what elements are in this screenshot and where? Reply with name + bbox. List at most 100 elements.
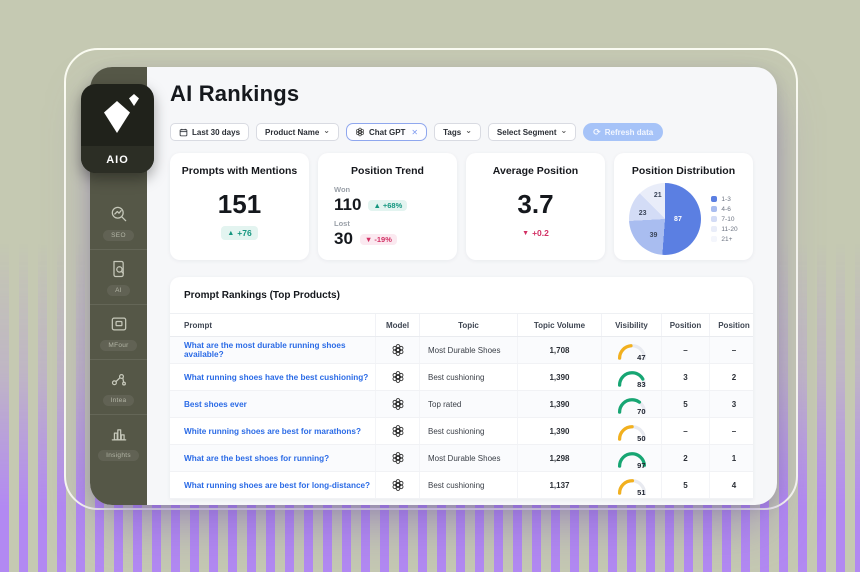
column-header-visibility[interactable]: Visibility (602, 314, 662, 336)
topic-volume-cell: 1,708 (518, 337, 602, 363)
close-icon[interactable]: ✕ (411, 127, 419, 137)
position-cell-2: – (731, 345, 737, 355)
pie-slice-label: 23 (638, 210, 647, 218)
table-row[interactable]: What are the best shoes for running? Mos… (170, 445, 753, 472)
product-name-filter[interactable]: Product Name ⌄ (256, 123, 339, 141)
prompt-link[interactable]: What are the most durable running shoes … (170, 337, 376, 363)
model-cell (376, 391, 420, 417)
table-row[interactable]: Best shoes ever Top rated 1,390 70 5 3 (170, 391, 753, 418)
app-logo[interactable]: AIO (81, 84, 154, 173)
model-cell (376, 364, 420, 390)
column-header-position[interactable]: Position (662, 314, 710, 336)
column-header-model[interactable]: Model (376, 314, 420, 336)
segment-filter[interactable]: Select Segment ⌄ (487, 123, 577, 141)
position-cell-2: 1 (731, 453, 737, 463)
table-row[interactable]: What running shoes are best for long-dis… (170, 472, 753, 499)
prompt-link[interactable]: White running shoes are best for maratho… (170, 418, 376, 444)
visibility-cell: 97 (602, 445, 662, 471)
topic-volume-cell: 1,298 (518, 445, 602, 471)
position-cell-2: 4 (731, 480, 737, 490)
legend-item: 4-6 (711, 206, 737, 213)
openai-icon (391, 451, 405, 465)
up-arrow-icon: ▲ (227, 229, 235, 237)
prompt-rankings-card: Prompt Rankings (Top Products) Prompt Mo… (170, 277, 753, 499)
chevron-down-icon: ⌄ (323, 125, 330, 135)
topic-cell: Best cushioning (420, 472, 518, 498)
refresh-icon: ⟳ (593, 126, 601, 137)
down-arrow-icon: ▼ (522, 229, 530, 237)
visibility-gauge (617, 424, 646, 441)
table-title: Prompt Rankings (Top Products) (184, 290, 340, 301)
won-delta-badge: ▲ +68% (368, 199, 408, 211)
diamond-logo-icon (81, 84, 154, 146)
visibility-gauge (617, 343, 646, 360)
visibility-cell: 51 (602, 472, 662, 498)
visibility-cell: 83 (602, 364, 662, 390)
topic-cell: Most Durable Shoes (420, 445, 518, 471)
product-name-label: Product Name (265, 127, 320, 137)
position-distribution-pie: 87 39 23 21 (629, 183, 702, 255)
visibility-gauge (617, 451, 646, 468)
refresh-data-button[interactable]: ⟳ Refresh data (583, 123, 664, 141)
prompt-link[interactable]: Best shoes ever (170, 391, 376, 417)
sidebar-item-label: Intea (102, 395, 135, 406)
topic-volume-cell: 1,390 (518, 418, 602, 444)
table-row[interactable]: What running shoes have the best cushion… (170, 364, 753, 391)
prompt-link[interactable]: What running shoes are best for long-dis… (170, 472, 376, 498)
sidebar-item-label: AI (107, 285, 130, 296)
prompt-link[interactable]: What running shoes have the best cushion… (170, 364, 376, 390)
sidebar-item-mfour[interactable]: MFour (90, 305, 147, 360)
topic-volume-cell: 1,137 (518, 472, 602, 498)
lost-label: Lost (334, 219, 350, 228)
document-search-icon (109, 259, 129, 279)
image-frame-icon (109, 314, 129, 334)
openai-icon (355, 127, 365, 137)
position-cell: – (662, 418, 710, 444)
position-cell-2: 3 (731, 399, 737, 409)
card-title: Position Trend (351, 165, 424, 177)
sidebar-item-label: Insights (98, 450, 139, 461)
column-header-topic-volume[interactable]: Topic Volume (518, 314, 602, 336)
lost-value: 30 (334, 229, 353, 248)
lost-delta-badge: ▼ -19% (359, 233, 397, 245)
chevron-down-icon: ⌄ (465, 125, 472, 135)
bar-chart-icon (109, 424, 129, 444)
column-header-topic[interactable]: Topic (420, 314, 518, 336)
average-position-card: Average Position 3.7 ▼ +0.2 (466, 153, 605, 260)
sidebar-item-insights[interactable]: Insights (90, 415, 147, 469)
visibility-gauge (617, 478, 646, 495)
model-cell (376, 472, 420, 498)
pie-slice-label: 39 (649, 231, 658, 239)
visibility-cell: 50 (602, 418, 662, 444)
card-title: Position Distribution (631, 165, 736, 177)
won-label: Won (334, 185, 351, 194)
tags-label: Tags (443, 127, 462, 137)
visibility-cell: 70 (602, 391, 662, 417)
prompt-link[interactable]: What are the best shoes for running? (170, 445, 376, 471)
openai-icon (391, 343, 405, 357)
legend-item: 21+ (711, 236, 737, 243)
sidebar-item-ai[interactable]: AI (90, 250, 147, 305)
column-header-prompt[interactable]: Prompt (170, 314, 376, 336)
position-cell: – (662, 337, 710, 363)
sidebar-item-seo[interactable]: SEO (90, 195, 147, 250)
won-value: 110 (334, 195, 362, 214)
table-row[interactable]: What are the most durable running shoes … (170, 337, 753, 364)
prompts-with-mentions-card: Prompts with Mentions 151 ▲ +76 (170, 153, 309, 260)
column-header-position-2[interactable]: Position (718, 320, 750, 330)
table-row[interactable]: White running shoes are best for maratho… (170, 418, 753, 445)
prompts-value: 151 (217, 189, 262, 219)
sidebar-item-intea[interactable]: Intea (90, 360, 147, 415)
topic-volume-cell: 1,390 (518, 364, 602, 390)
card-title: Average Position (492, 165, 579, 177)
search-trend-icon (109, 204, 129, 224)
position-cell-2: 2 (731, 372, 737, 382)
position-cell: 2 (662, 445, 710, 471)
topic-cell: Top rated (420, 391, 518, 417)
tags-filter[interactable]: Tags ⌄ (434, 123, 481, 141)
refresh-label: Refresh data (604, 127, 654, 137)
pie-slice-label: 87 (674, 216, 682, 224)
page-title: AI Rankings (170, 81, 300, 106)
date-range-filter[interactable]: Last 30 days (170, 123, 250, 141)
model-filter-chip[interactable]: Chat GPT ✕ (345, 123, 428, 141)
